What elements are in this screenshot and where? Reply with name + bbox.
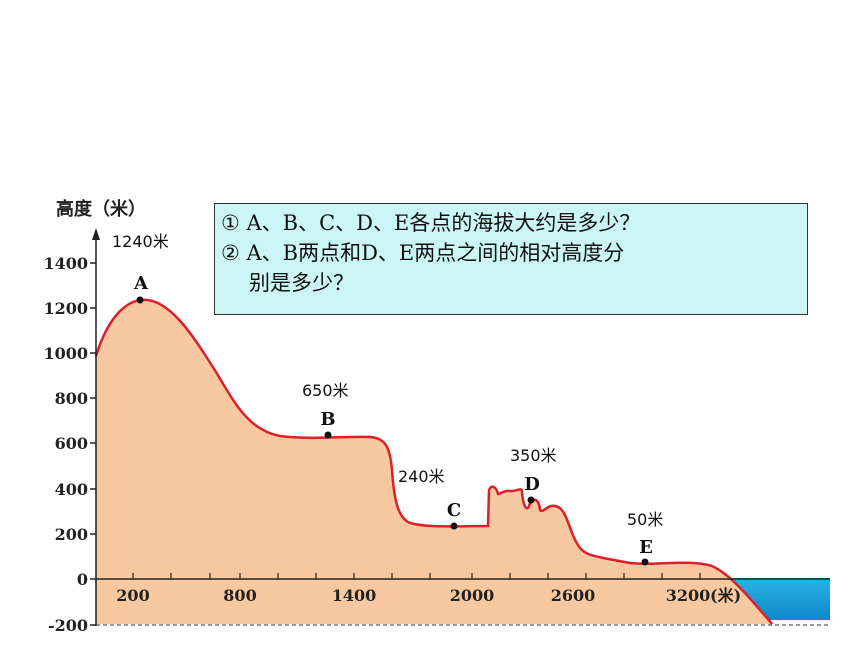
terrain-fill (96, 299, 772, 624)
y-tick-label: 0 (77, 570, 88, 589)
point-a-label: A (133, 273, 149, 294)
point-b-label: B (320, 409, 335, 430)
point-d-label: D (524, 474, 540, 495)
point-e-elevation: 50米 (627, 510, 663, 529)
point-e: E 50米 (627, 510, 663, 566)
y-tick-label: -200 (48, 616, 88, 635)
point-c-marker (450, 522, 458, 530)
point-a-elevation: 1240米 (112, 232, 169, 251)
point-c: C 240米 (398, 467, 461, 530)
point-c-label: C (447, 500, 461, 521)
x-axis-unit: (米) (710, 586, 741, 605)
point-c-elevation: 240米 (398, 467, 445, 486)
y-tick-label: 800 (55, 389, 88, 408)
point-d-marker (527, 496, 535, 504)
point-d-elevation: 350米 (510, 446, 557, 465)
x-tick-label: 1400 (332, 586, 377, 605)
y-tick-label: 1400 (43, 254, 88, 273)
y-tick-label: 600 (55, 434, 88, 453)
y-axis-ticks (90, 262, 96, 626)
y-axis-arrow (92, 228, 100, 240)
x-tick-label: 3200 (666, 586, 711, 605)
x-tick-label: 800 (223, 586, 256, 605)
x-tick-label: 2600 (551, 586, 596, 605)
terrain-profile-line (94, 298, 773, 625)
x-axis-ticks (132, 573, 701, 579)
question-2-continued: 别是多少？ (249, 271, 354, 295)
y-tick-label: 200 (55, 525, 88, 544)
x-tick-label: 200 (116, 586, 149, 605)
point-d: D 350米 (510, 446, 557, 504)
y-axis-title: 高度（米） (56, 198, 146, 220)
point-e-label: E (639, 537, 653, 558)
x-tick-label: 2000 (450, 586, 495, 605)
question-1: ① A、B、C、D、E各点的海拔大约是多少？ (221, 211, 641, 235)
point-a-marker (136, 296, 144, 304)
y-tick-label: 400 (55, 480, 88, 499)
question-box: ① A、B、C、D、E各点的海拔大约是多少？ ② A、B两点和D、E两点之间的相… (214, 203, 808, 315)
point-b-elevation: 650米 (302, 381, 349, 400)
question-2: ② A、B两点和D、E两点之间的相对高度分 (221, 241, 625, 265)
y-tick-label: 1000 (43, 344, 88, 363)
point-b: B 650米 (302, 381, 349, 439)
point-a: A 1240米 (112, 232, 169, 304)
y-tick-label: 1200 (43, 299, 88, 318)
point-e-marker (641, 558, 649, 566)
point-b-marker (324, 431, 332, 439)
